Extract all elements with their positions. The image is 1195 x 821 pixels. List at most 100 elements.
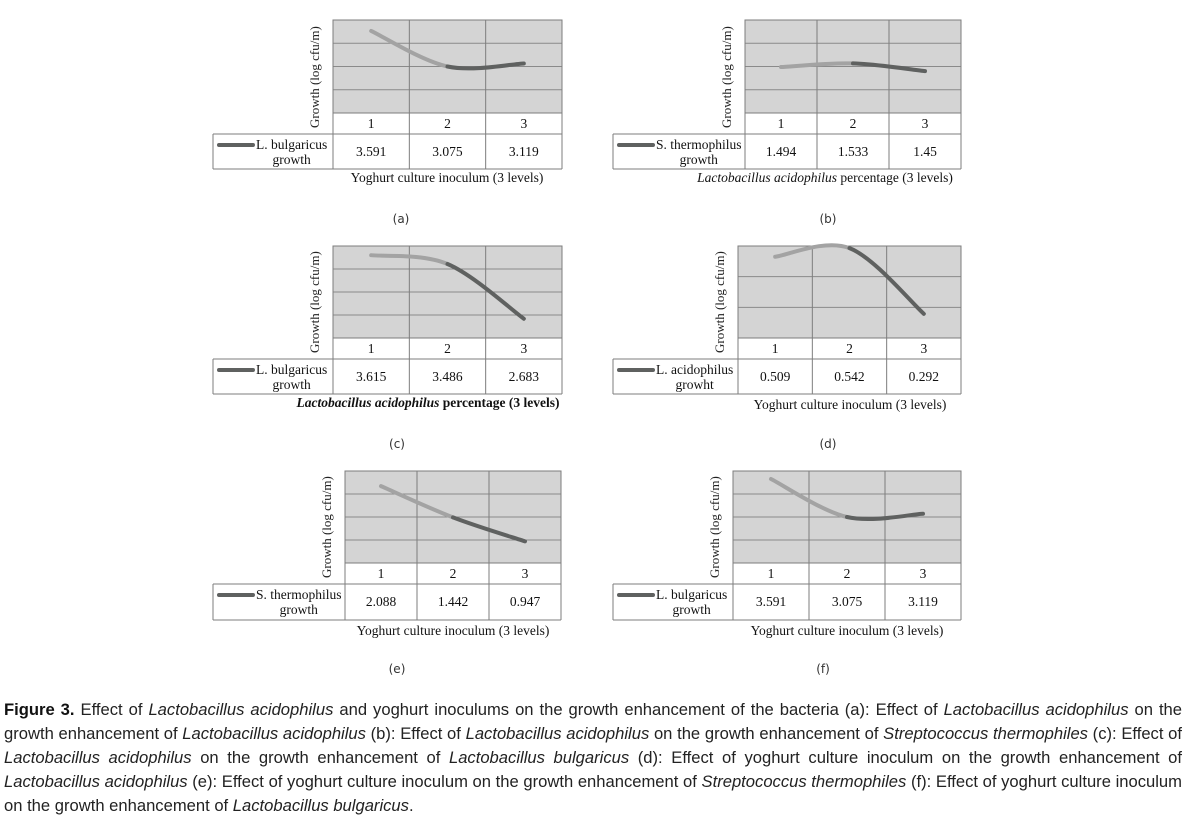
x-tick-label: 3 [921, 115, 929, 131]
x-tick-label: 3 [521, 565, 529, 581]
x-tick-label: 2 [843, 565, 851, 581]
data-value-label: 3.591 [355, 143, 387, 159]
legend-swatch [617, 368, 655, 372]
chart-svg-c [212, 245, 563, 395]
legend-label-line2: growth [272, 376, 311, 392]
caption-text: on the growth enhancement of [4, 700, 1183, 743]
series-line-segment [369, 253, 450, 266]
legend-label-line1: L. bulgaricus [656, 587, 728, 602]
x-axis-label: Yoghurt culture inoculum (3 levels) [690, 397, 1010, 413]
data-value-label: 2.088 [365, 594, 397, 609]
legend-entry: L. acidophilus growht [617, 361, 736, 392]
x-axis-label: Lactobacillus acidophilus percentage (3 … [268, 395, 588, 411]
y-axis-label: Growth (log cfu/m) [707, 476, 722, 578]
caption-italic: Streptococcus thermophiles [883, 724, 1088, 743]
series-line-segment [847, 246, 926, 316]
caption-italic: Lactobacillus acidophilus [465, 724, 650, 743]
caption-italic: Lactobacillus bulgaricus [232, 796, 409, 815]
x-tick-label: 3 [520, 115, 528, 131]
caption-italic: Lactobacillus acidophilus [182, 724, 366, 743]
panel-sublabel: (d) [819, 437, 837, 451]
data-value-label: 3.119 [908, 594, 938, 609]
x-axis-label: Yoghurt culture inoculum (3 levels) [293, 623, 613, 639]
x-tick-label: 1 [767, 565, 775, 581]
data-value-label: 2.683 [508, 368, 539, 384]
legend-label: L. bulgaricus growth [656, 587, 727, 617]
panel-sublabel: (e) [388, 662, 406, 676]
chart-svg-a [212, 19, 563, 170]
series-line-segment [445, 261, 526, 321]
caption-text: (d): Effect of yoghurt culture inoculum … [629, 748, 1183, 767]
legend-swatch [217, 143, 255, 147]
caption-text: (f): Effect of yoghurt culture inoculum … [4, 772, 1182, 815]
legend-entry: L. bulgaricus growth [217, 361, 331, 392]
caption-text: Effect of [74, 700, 149, 719]
x-axis-label-italic: Lactobacillus acidophilus [697, 170, 838, 185]
legend-label-line2: growht [675, 376, 714, 392]
legend-swatch [617, 143, 655, 147]
data-value-label: 0.947 [509, 594, 541, 609]
data-value-label: 0.292 [908, 368, 939, 384]
panel-sublabel: (a) [392, 212, 410, 226]
series-line-segment [451, 515, 527, 544]
x-axis-label-text: percentage (3 levels) [837, 170, 953, 185]
legend-entry: L. bulgaricus growth [217, 136, 331, 167]
data-value-label: 3.075 [432, 143, 463, 159]
x-axis-label-text: Yoghurt culture inoculum (3 levels) [750, 623, 944, 638]
series-line-segment [379, 484, 455, 520]
figure-caption: Figure 3. Effect of Lactobacillus acidop… [4, 698, 1182, 818]
caption-text: on the growth enhancement of [191, 748, 449, 767]
x-tick-label: 1 [377, 565, 385, 581]
data-value-label: 1.442 [437, 594, 469, 609]
caption-text: (b): Effect of [365, 724, 466, 743]
data-value-label: 1.45 [913, 143, 937, 159]
data-value-label: 3.486 [432, 368, 463, 384]
x-tick-label: 1 [367, 340, 375, 356]
caption-body: Effect of Lactobacillus acidophilus and … [4, 700, 1182, 815]
series-line-segment [769, 477, 849, 519]
data-value-label: 0.542 [834, 368, 865, 384]
x-axis-label-italic: Lactobacillus acidophilus [296, 395, 440, 410]
caption-italic: Lactobacillus acidophilus [943, 700, 1129, 719]
data-value-label: 1.533 [837, 143, 869, 159]
caption-text: . [408, 796, 414, 815]
x-tick-label: 2 [449, 565, 457, 581]
legend-label: L. acidophilus growht [656, 362, 733, 392]
x-tick-label: 2 [444, 340, 451, 356]
caption-italic: Lactobacillus bulgaricus [448, 748, 630, 767]
legend-label-line1: L. bulgaricus [256, 136, 328, 152]
chart-svg-e [212, 470, 562, 621]
data-value-label: 3.119 [508, 143, 539, 159]
legend-label: L. bulgaricus growth [256, 137, 327, 167]
data-value-label: 0.509 [759, 368, 791, 384]
data-value-label: 3.591 [755, 594, 787, 609]
legend-label-line2: growth [679, 151, 718, 167]
series-line-segment [369, 28, 450, 69]
x-axis-label: Yoghurt culture inoculum (3 levels) [687, 623, 1007, 639]
legend-label-line2: growth [672, 602, 711, 617]
data-value-label: 1.494 [765, 143, 797, 159]
x-axis-label: Lactobacillus acidophilus percentage (3 … [665, 170, 985, 186]
legend-label-line1: L. acidophilus [656, 361, 734, 377]
legend-entry: L. bulgaricus growth [617, 586, 731, 618]
legend-label: S. thermophilus growth [256, 587, 342, 617]
legend-swatch [217, 593, 255, 597]
series-line-segment [445, 61, 526, 71]
x-axis-label-text: percentage (3 levels) [439, 395, 560, 410]
x-tick-label: 2 [444, 115, 451, 131]
chart-svg-d [612, 243, 962, 395]
series-line-segment [773, 243, 852, 259]
x-tick-label: 1 [367, 115, 375, 131]
caption-label: Figure 3. [4, 700, 75, 719]
panel-sublabel: (b) [819, 212, 837, 226]
x-tick-label: 2 [846, 340, 853, 356]
caption-text: (c): Effect of [1087, 724, 1182, 743]
x-tick-label: 1 [777, 115, 785, 131]
data-value-label: 3.075 [831, 594, 863, 609]
x-tick-label: 3 [520, 340, 528, 356]
series-line-segment [845, 511, 925, 521]
series-line-segment [779, 61, 855, 70]
legend-label-line2: growth [279, 602, 318, 617]
legend-label-line1: S. thermophilus [256, 587, 342, 602]
caption-italic: Lactobacillus acidophilus [4, 772, 188, 791]
